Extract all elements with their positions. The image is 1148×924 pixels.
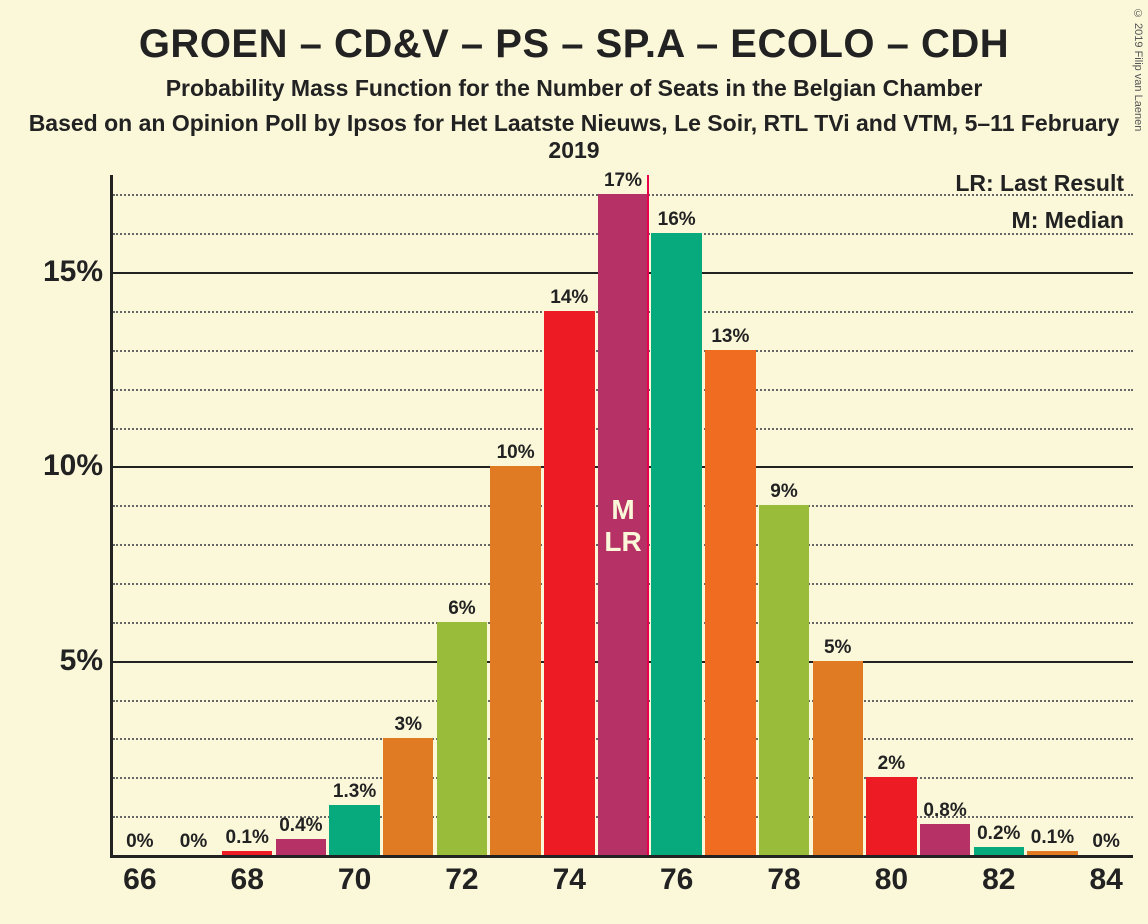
bar: 6% <box>437 622 487 855</box>
bar: 0.1% <box>1027 851 1077 855</box>
chart-area: 5%10%15%0%0%0.1%0.4%1.3%3%6%10%14%17%16%… <box>110 175 1133 858</box>
bar-value-label: 0% <box>180 831 207 853</box>
x-axis-label: 72 <box>445 863 478 897</box>
bar-value-label: 10% <box>497 442 535 464</box>
median-line <box>647 175 649 855</box>
bar: 14% <box>544 311 594 855</box>
bar: 5% <box>813 661 863 855</box>
x-axis-label: 70 <box>338 863 371 897</box>
median-marker-text: MLR <box>604 494 641 558</box>
bar: 0.2% <box>974 847 1024 855</box>
bar-value-label: 0% <box>1092 831 1119 853</box>
bar-value-label: 6% <box>448 598 475 620</box>
x-axis-label: 66 <box>123 863 156 897</box>
title-block: GROEN – CD&V – PS – SP.A – ECOLO – CDH P… <box>0 0 1148 164</box>
bar: 1.3% <box>329 805 379 856</box>
bar-value-label: 14% <box>550 287 588 309</box>
copyright-text: © 2019 Filip van Laenen <box>1132 8 1144 131</box>
bar-value-label: 0.1% <box>1031 827 1074 849</box>
marker-lr: LR <box>604 526 641 558</box>
bar-value-label: 1.3% <box>333 781 376 803</box>
bar: 13% <box>705 350 755 855</box>
bar: 2% <box>866 777 916 855</box>
bar-value-label: 0.2% <box>977 823 1020 845</box>
bar: 0.8% <box>920 824 970 855</box>
bar: 9% <box>759 505 809 855</box>
x-axis-label: 78 <box>767 863 800 897</box>
x-axis-label: 84 <box>1089 863 1122 897</box>
x-axis-label: 76 <box>660 863 693 897</box>
bar-value-label: 0.8% <box>923 800 966 822</box>
bar-value-label: 16% <box>658 209 696 231</box>
chart-title: GROEN – CD&V – PS – SP.A – ECOLO – CDH <box>0 22 1148 67</box>
bar-value-label: 0.4% <box>279 815 322 837</box>
y-axis-label: 5% <box>60 644 103 678</box>
bar-value-label: 13% <box>711 326 749 348</box>
x-axis-label: 80 <box>875 863 908 897</box>
x-axis-label: 82 <box>982 863 1015 897</box>
bar-value-label: 5% <box>824 637 851 659</box>
y-axis-label: 15% <box>43 255 103 289</box>
bar-value-label: 0% <box>126 831 153 853</box>
bar-value-label: 0.1% <box>226 827 269 849</box>
x-axis-label: 68 <box>231 863 264 897</box>
bar-value-label: 17% <box>604 170 642 192</box>
bar: 0.1% <box>222 851 272 855</box>
bar: 0.4% <box>276 839 326 855</box>
bar-value-label: 3% <box>395 714 422 736</box>
bar: 3% <box>383 738 433 855</box>
chart-subtitle-1: Probability Mass Function for the Number… <box>0 75 1148 102</box>
bar: 10% <box>490 466 540 855</box>
x-axis-label: 74 <box>553 863 586 897</box>
bar-value-label: 2% <box>878 753 905 775</box>
bar: 16% <box>651 233 701 855</box>
bar-value-label: 9% <box>770 481 797 503</box>
marker-m: M <box>604 494 641 526</box>
chart-subtitle-2: Based on an Opinion Poll by Ipsos for He… <box>0 110 1148 164</box>
y-axis-label: 10% <box>43 449 103 483</box>
